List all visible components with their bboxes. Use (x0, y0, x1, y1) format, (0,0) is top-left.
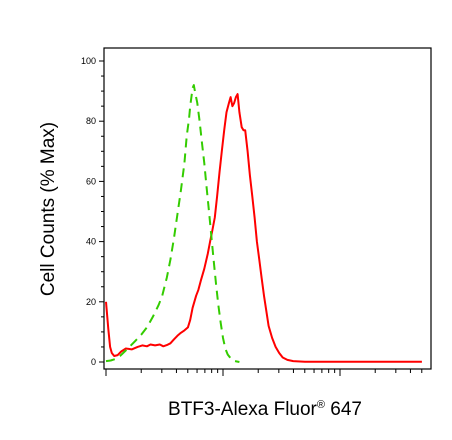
y-tick-label: 20 (86, 297, 96, 307)
green-dashed-histogram (105, 84, 240, 363)
x-axis-title-suffix: 647 (325, 399, 362, 420)
red-solid-histogram (105, 93, 422, 363)
series-layer (105, 84, 422, 363)
plot-frame (103, 47, 432, 370)
x-axis-title-registered-mark: ® (317, 399, 325, 411)
y-axis-title: Cell Counts (% Max) (38, 122, 59, 296)
y-axis: 0 20 40 60 80 100 (81, 56, 104, 367)
y-tick-label: 60 (86, 176, 96, 186)
x-axis (105, 369, 423, 376)
y-tick-label: 100 (81, 56, 96, 66)
y-tick-label: 0 (91, 357, 96, 367)
x-axis-title-main: BTF3-Alexa Fluor (168, 399, 318, 420)
x-axis-title: BTF3-Alexa Fluor® 647 (168, 399, 362, 420)
y-tick-label: 80 (86, 116, 96, 126)
y-tick-label: 40 (86, 237, 96, 247)
